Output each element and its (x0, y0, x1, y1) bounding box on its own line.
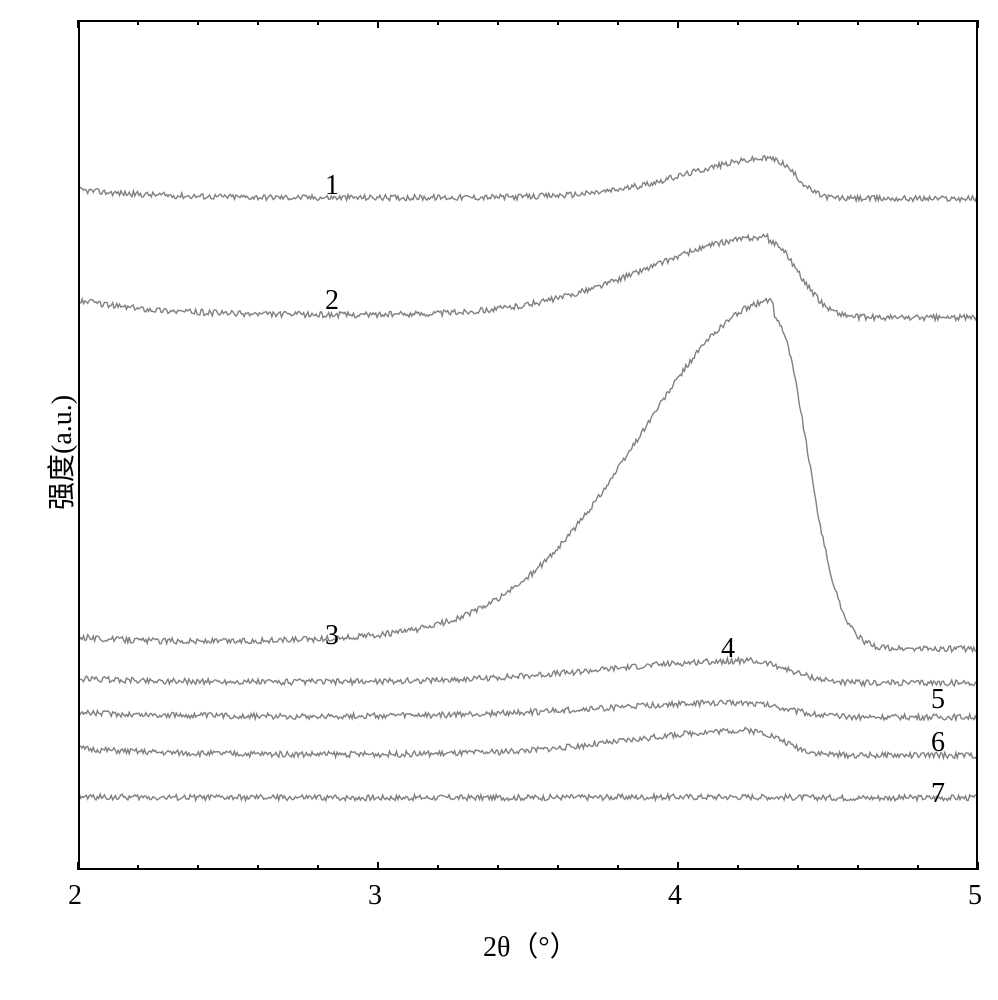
xrd-curve-2 (78, 234, 978, 320)
x-tick-label: 5 (968, 880, 982, 912)
xrd-curve-1 (78, 156, 978, 202)
curve-label-2: 2 (325, 285, 339, 317)
x-axis-title: 2θ（°） (483, 925, 578, 965)
y-axis-title: 强度(a.u.) (40, 395, 80, 510)
curve-label-6: 6 (931, 727, 945, 759)
curve-label-4: 4 (721, 633, 735, 665)
curve-label-7: 7 (931, 778, 945, 810)
xrd-curve-6 (78, 727, 978, 758)
xrd-curve-4 (78, 658, 978, 686)
xrd-curve-7 (78, 794, 978, 801)
plot-area (78, 20, 978, 870)
x-tick-label: 4 (668, 880, 682, 912)
xrd-chart: 2 3 4 5 2θ（°） 强度(a.u.) 1 2 3 4 5 6 7 (0, 0, 998, 1000)
x-tick-label: 2 (68, 880, 82, 912)
x-tick-label: 3 (368, 880, 382, 912)
curve-label-5: 5 (931, 684, 945, 716)
curve-label-1: 1 (325, 170, 339, 202)
xrd-curve-3 (78, 299, 978, 652)
plot-svg (78, 20, 978, 870)
xrd-curve-5 (78, 700, 978, 720)
curve-label-3: 3 (325, 620, 339, 652)
